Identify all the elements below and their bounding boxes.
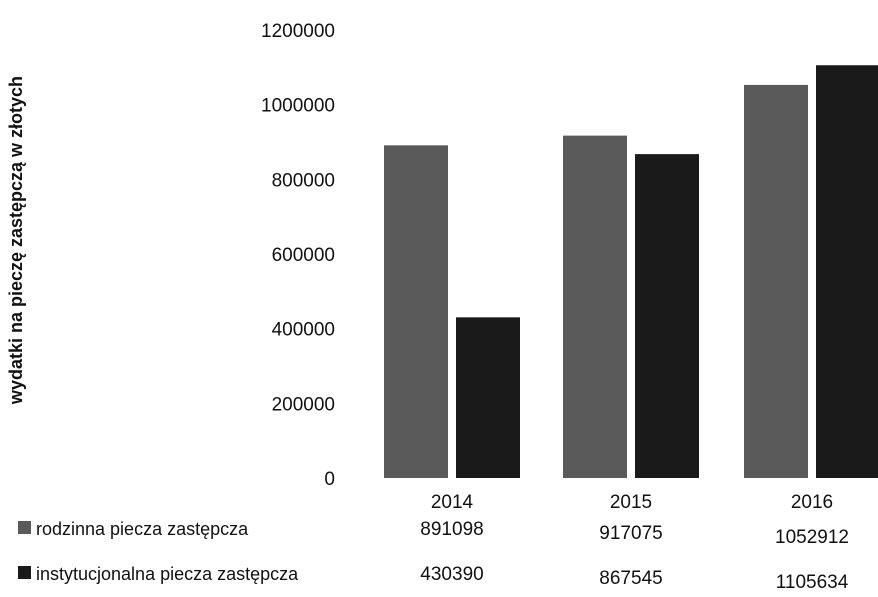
bar-instytucjonalna-2015	[635, 154, 699, 479]
bar-instytucjonalna-2014	[456, 317, 520, 478]
category-label: 2014	[431, 492, 474, 513]
legend-swatch	[18, 566, 31, 579]
data-table-value: 1105634	[776, 572, 849, 592]
bar-rodzinna-2015	[563, 135, 627, 478]
data-table-value: 430390	[420, 564, 483, 585]
legend-label: rodzinna piecza zastępcza	[36, 519, 249, 539]
y-tick-label: 600000	[272, 245, 335, 266]
y-tick-label: 1200000	[261, 21, 335, 42]
bars	[384, 65, 878, 479]
y-tick-label: 200000	[272, 394, 335, 415]
y-axis-ticks: 0 200000 400000 600000 800000 1000000 1200000	[261, 21, 335, 490]
y-tick-label: 1000000	[261, 96, 335, 117]
y-axis-label: wydatki na pieczę zastępczą w złotych	[6, 76, 26, 405]
y-tick-label: 800000	[272, 170, 335, 191]
data-table-value: 917075	[599, 523, 662, 544]
data-table-value: 867545	[599, 568, 662, 589]
category-label: 2015	[610, 492, 652, 513]
data-table: 2014 2015 2016 rodzinna piecza zastępcza 891…	[18, 492, 849, 593]
legend-swatch	[18, 521, 31, 534]
bar-instytucjonalna-2016	[816, 65, 878, 478]
y-tick-label: 0	[324, 469, 335, 490]
legend-label: instytucjonalna piecza zastępcza	[36, 564, 299, 584]
bar-rodzinna-2014	[384, 145, 448, 478]
y-tick-label: 400000	[272, 320, 335, 341]
data-table-value: 1052912	[775, 527, 849, 548]
data-table-value: 891098	[420, 519, 483, 540]
bar-rodzinna-2016	[744, 84, 808, 479]
category-label: 2016	[791, 492, 833, 513]
